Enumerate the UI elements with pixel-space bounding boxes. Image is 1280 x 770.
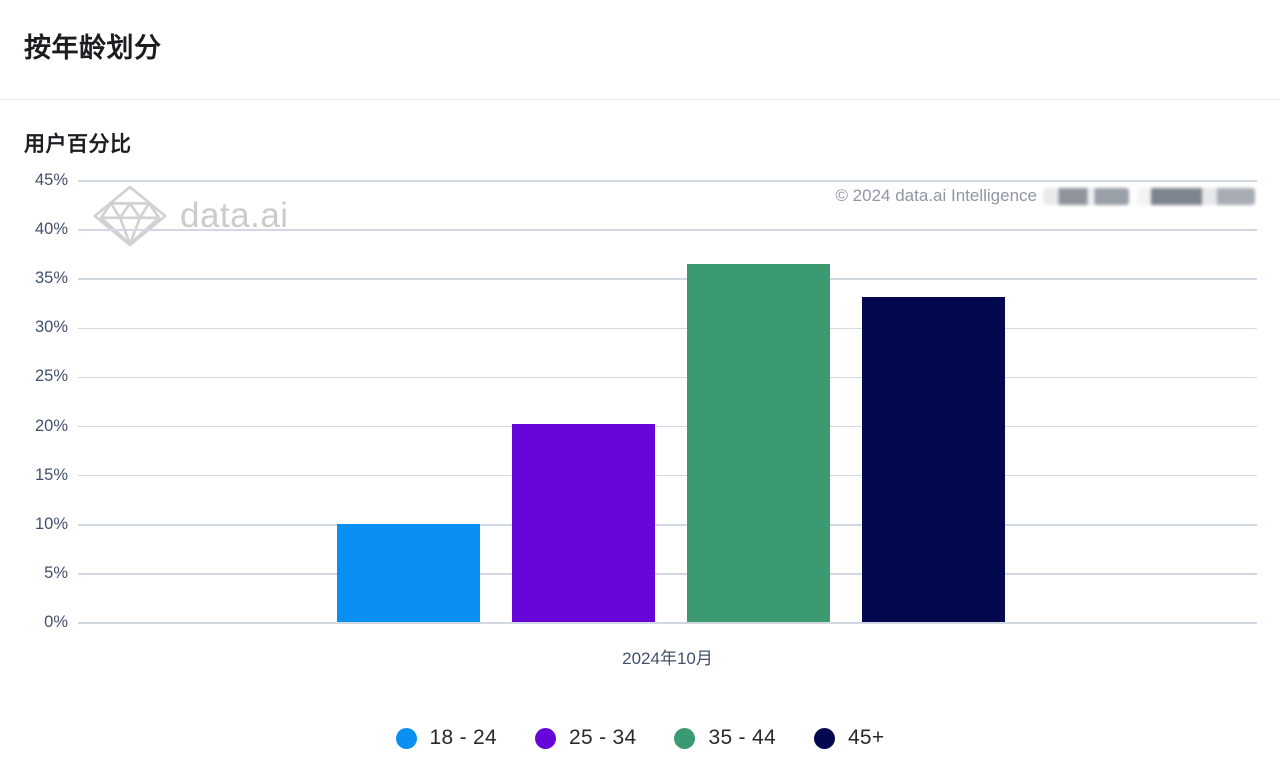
- legend-dot-icon: [395, 727, 417, 749]
- dataai-diamond-icon: [93, 185, 167, 247]
- gridline-30: [78, 327, 1257, 330]
- gridline-40: [78, 229, 1257, 231]
- copyright-notice: © 2024 data.ai Intelligence: [835, 186, 1255, 206]
- y-tick-40: 40%: [34, 220, 68, 239]
- gridline-45: [78, 180, 1257, 182]
- copyright-text: © 2024 data.ai Intelligence: [835, 186, 1037, 205]
- legend-item-35-44[interactable]: 35 - 44: [674, 726, 776, 750]
- y-tick-45: 45%: [34, 171, 68, 189]
- y-tick-15: 15%: [34, 465, 68, 484]
- y-tick-10: 10%: [34, 514, 68, 533]
- bar-45+[interactable]: [862, 296, 1005, 622]
- legend-item-18-24[interactable]: 18 - 24: [395, 726, 497, 750]
- plot-area: data.ai © 2024 data.ai Intelligence: [78, 180, 1257, 624]
- bar-25-34[interactable]: [512, 423, 655, 622]
- gridline-25: [78, 376, 1257, 379]
- y-tick-35: 35%: [34, 269, 68, 288]
- redacted-text: [1043, 187, 1255, 205]
- y-tick-0: 0%: [44, 613, 68, 631]
- y-tick-20: 20%: [34, 416, 68, 435]
- chart-ylabel-title: 用户百分比: [24, 133, 132, 156]
- legend-item-45+[interactable]: 45+: [813, 726, 885, 750]
- gridline-10: [78, 524, 1257, 526]
- gridline-0: [78, 622, 1257, 624]
- legend-item-25-34[interactable]: 25 - 34: [534, 726, 637, 750]
- title-divider: [0, 99, 1280, 100]
- legend-dot-icon: [534, 727, 556, 749]
- gridline-15: [78, 474, 1257, 477]
- y-tick-25: 25%: [34, 367, 68, 386]
- bar-18-24[interactable]: [337, 523, 480, 622]
- legend-dot-icon: [674, 727, 696, 749]
- gridline-5: [78, 573, 1257, 575]
- legend-label: 18 - 24: [429, 726, 497, 749]
- gridline-35: [78, 278, 1257, 280]
- y-tick-30: 30%: [34, 318, 68, 337]
- legend-label: 45+: [847, 726, 885, 749]
- legend-label: 35 - 44: [708, 726, 776, 749]
- legend-label: 25 - 34: [568, 726, 637, 749]
- bar-35-44[interactable]: [687, 264, 830, 622]
- y-tick-5: 5%: [44, 563, 68, 582]
- x-axis-label: 2024年10月: [622, 649, 713, 668]
- gridline-20: [78, 425, 1257, 428]
- legend-dot-icon: [813, 727, 835, 749]
- dataai-watermark: data.ai: [92, 184, 289, 248]
- page-title: 按年龄划分: [24, 33, 162, 63]
- chart-legend: 18 - 24 25 - 34 35 - 44 45+: [0, 726, 1280, 750]
